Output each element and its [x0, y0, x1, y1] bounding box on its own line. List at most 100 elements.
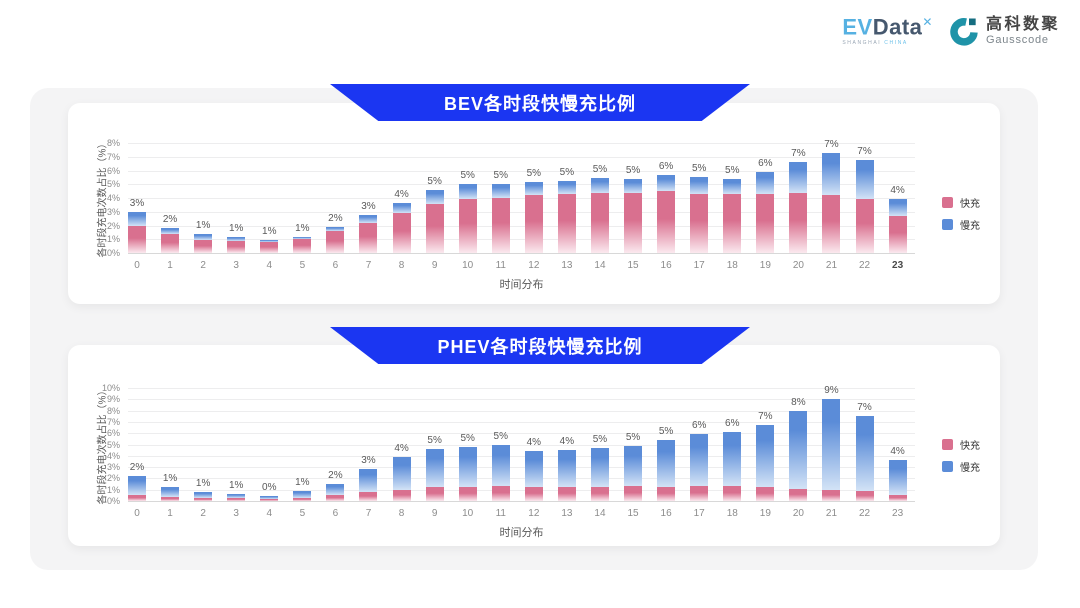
bar-total-label: 5% [625, 164, 641, 176]
bar-fast-segment [657, 486, 676, 501]
bar-slow-segment [723, 178, 742, 194]
bar-slow-segment [161, 227, 180, 234]
bar-slow-segment [756, 171, 775, 194]
bar-fast-segment [161, 497, 180, 501]
x-axis-line [128, 501, 915, 502]
y-tick-label: 2% [106, 220, 120, 231]
x-tick-label: 6 [332, 508, 339, 519]
bar-slow-segment [557, 450, 576, 488]
logo-area: EVData✕ SHANGHAI CHINA 高科数聚 Gausscode [842, 14, 1060, 47]
bar-total-label: 7% [857, 146, 872, 158]
bar-slow-segment [557, 180, 576, 194]
x-tick-label: 11 [495, 508, 506, 519]
bar-total-label: 5% [493, 430, 508, 442]
bar-total-label: 3% [361, 455, 376, 467]
bar-slow-segment [491, 183, 510, 198]
evdata-x-icon: ✕ [922, 15, 933, 30]
bar-fast-segment [657, 191, 676, 253]
bar-fast-segment [624, 486, 643, 501]
bar-total-label: 7% [857, 402, 872, 414]
bar-total-label: 6% [725, 418, 740, 430]
bar-slow-segment [359, 215, 378, 223]
x-tick-label: 18 [726, 508, 738, 519]
bar-fast-segment [194, 497, 213, 501]
gridline [128, 467, 915, 469]
x-tick-label: 4 [266, 508, 273, 519]
bar-slow-segment [888, 460, 907, 495]
y-tick-label: 0% [106, 496, 120, 506]
x-axis-line [128, 253, 915, 254]
bar-slow-segment [524, 181, 543, 196]
evdata-logo: EVData✕ SHANGHAI CHINA [842, 14, 933, 47]
gridline [128, 388, 915, 389]
x-tick-label: 0 [134, 508, 140, 519]
gridline [128, 455, 915, 457]
bar-total-label: 5% [559, 166, 575, 178]
x-tick-label: 9 [431, 260, 438, 271]
bar-slow-segment [789, 161, 808, 193]
bar-slow-segment [227, 494, 246, 498]
bar-fast-segment [128, 495, 146, 501]
bar-slow-segment [590, 178, 609, 193]
bar-fast-segment [822, 195, 841, 253]
bar-fast-segment [392, 489, 411, 501]
evdata-prefix: EV [842, 14, 873, 40]
bar-total-label: 6% [658, 161, 674, 173]
bar-total-label: 7% [824, 138, 839, 150]
x-tick-label: 12 [528, 260, 540, 271]
slow-charge-swatch [942, 219, 953, 230]
bar-fast-segment [524, 195, 543, 253]
bar-slow-segment [260, 239, 279, 242]
bar-total-label: 5% [427, 435, 442, 447]
x-tick-label: 12 [528, 508, 540, 519]
bev-title-banner: BEV各时段快慢充比例 [330, 84, 750, 121]
phev-chart-title: PHEV各时段快慢充比例 [437, 336, 643, 357]
bar-total-label: 1% [228, 223, 244, 235]
fast-charge-label: 快充 [960, 199, 980, 210]
bar-fast-segment [491, 486, 510, 501]
bar-total-label: 4% [890, 446, 905, 458]
x-tick-label: 4 [266, 260, 273, 271]
x-tick-label: 20 [792, 260, 804, 271]
bar-slow-segment [392, 456, 411, 490]
bar-slow-segment [161, 487, 180, 498]
legend-item-fast: 快充 [942, 195, 980, 210]
fast-charge-swatch [942, 439, 953, 450]
legend-item-fast: 快充 [942, 437, 980, 452]
bar-total-label: 5% [658, 425, 674, 437]
bar-total-label: 6% [758, 157, 773, 169]
y-tick-label: 3% [106, 206, 120, 217]
x-tick-label: 21 [825, 508, 838, 519]
bar-fast-segment [855, 490, 874, 501]
slow-charge-label: 慢充 [960, 463, 980, 474]
bar-slow-segment [260, 495, 279, 499]
y-tick-label: 8% [106, 405, 120, 416]
bar-total-label: 5% [427, 175, 442, 187]
bar-slow-segment [888, 199, 907, 216]
bev-legend: 快充 慢充 [942, 195, 980, 232]
y-tick-label: 3% [106, 462, 120, 473]
bar-fast-segment [128, 225, 146, 253]
bar-fast-segment [524, 487, 543, 501]
x-tick-label: 18 [726, 260, 738, 271]
bar-fast-segment [590, 487, 609, 501]
bar-total-label: 5% [592, 433, 608, 445]
x-tick-label: 5 [299, 508, 306, 519]
x-tick-label: 16 [660, 260, 672, 271]
bar-fast-segment [789, 192, 808, 253]
x-tick-label: 14 [594, 260, 606, 271]
bar-slow-segment [128, 476, 146, 496]
bar-fast-segment [227, 497, 246, 501]
x-tick-label: 16 [660, 508, 672, 519]
bar-slow-segment [690, 434, 709, 487]
slow-charge-swatch [942, 461, 953, 472]
bar-total-label: 9% [824, 385, 839, 397]
y-tick-label: 1% [106, 234, 120, 245]
gridline [128, 410, 915, 412]
bar-fast-segment [789, 488, 808, 501]
gridline [128, 184, 915, 186]
bar-fast-segment [690, 193, 709, 253]
legend-item-slow: 慢充 [942, 217, 980, 232]
bar-total-label: 1% [162, 473, 178, 485]
